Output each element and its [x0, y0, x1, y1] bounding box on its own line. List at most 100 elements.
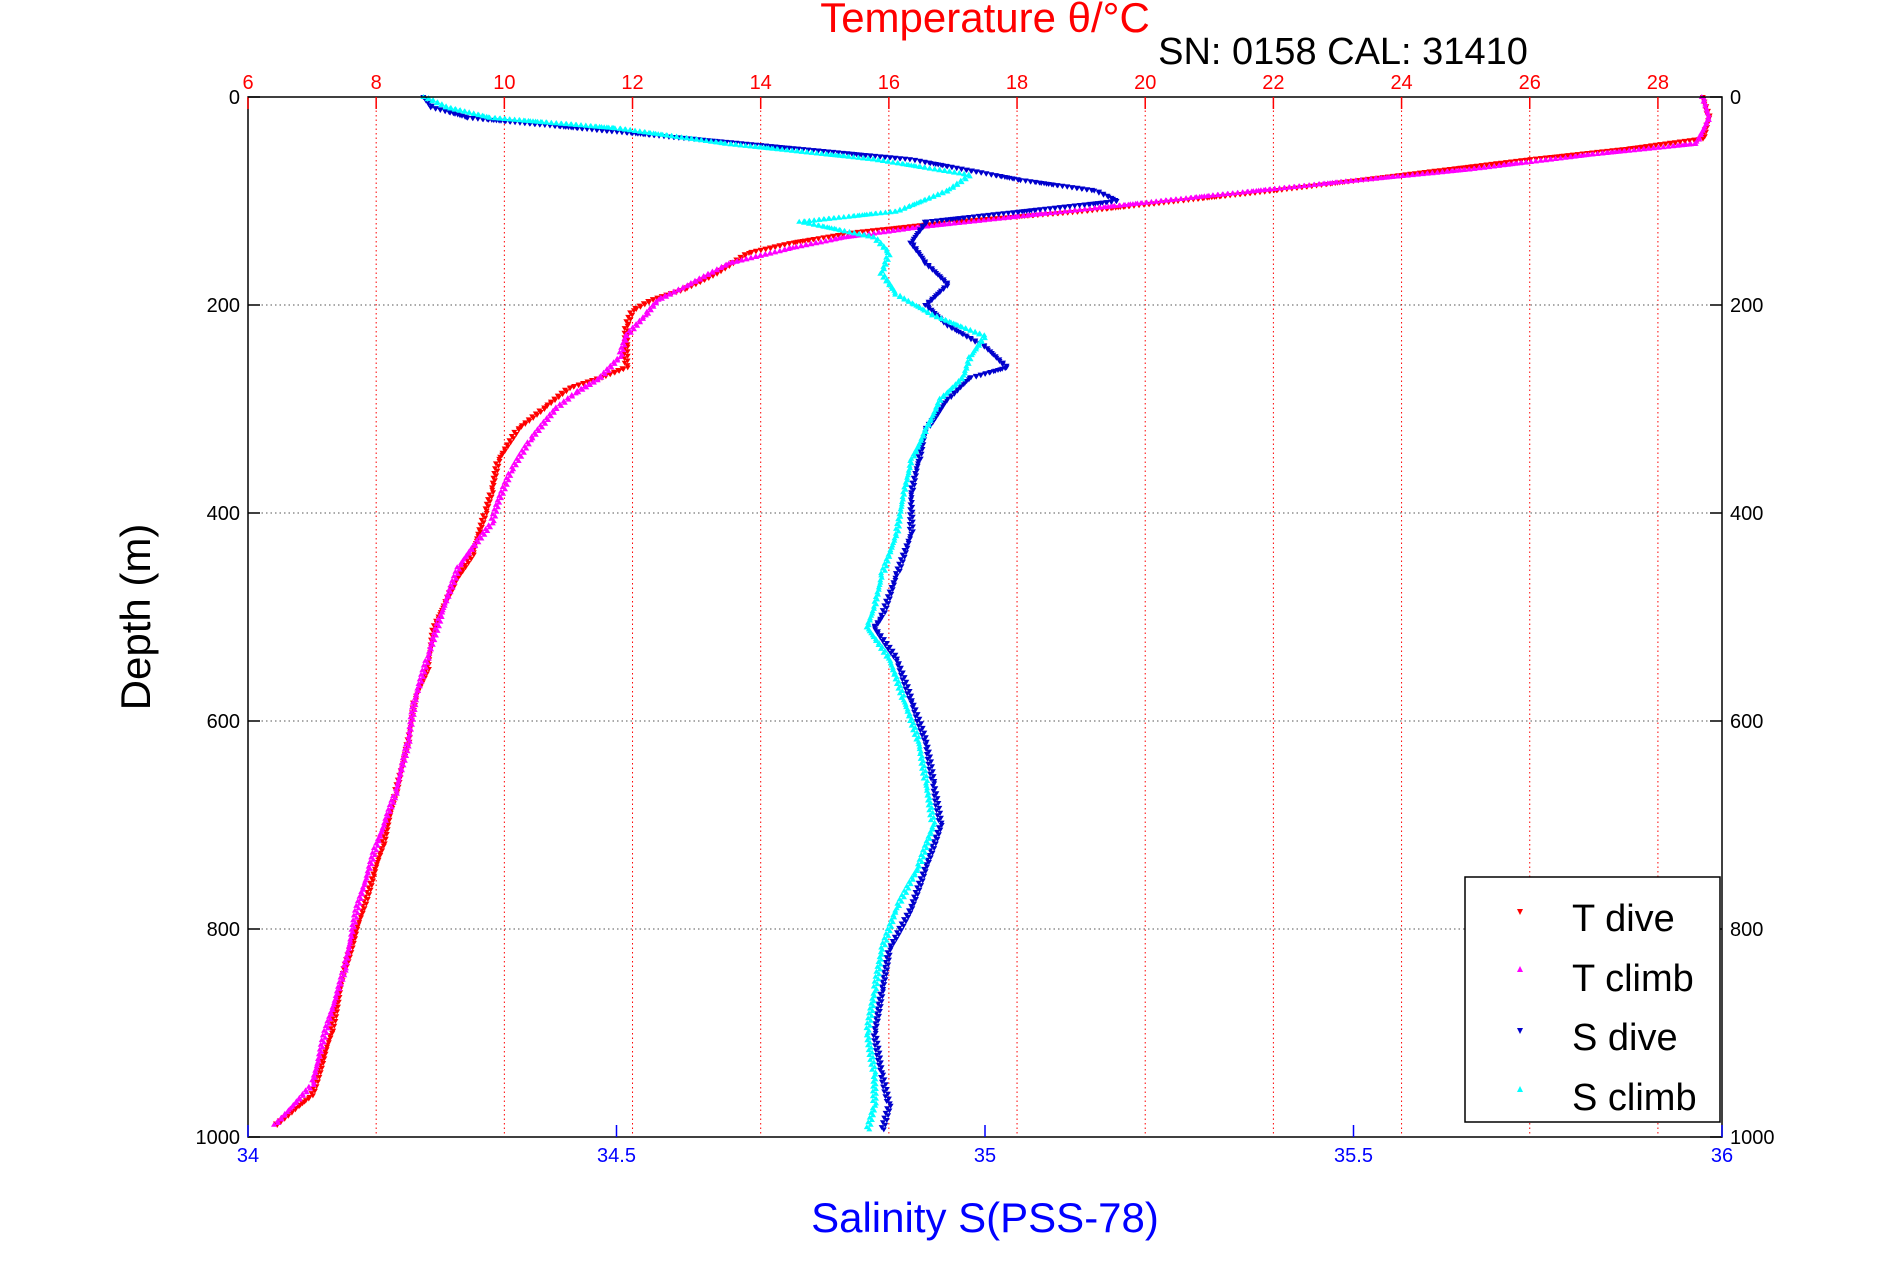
- data-point: [919, 732, 926, 738]
- data-point: [875, 976, 882, 982]
- data-point: [906, 462, 913, 468]
- data-point: [925, 301, 932, 307]
- data-point: [1163, 197, 1170, 203]
- data-point: [583, 384, 590, 390]
- data-point: [508, 468, 515, 474]
- data-point: [873, 1095, 879, 1101]
- data-point: [631, 326, 637, 332]
- data-point: [1669, 143, 1676, 149]
- data-point: [1367, 176, 1374, 182]
- data-point: [336, 986, 343, 992]
- data-point: [819, 149, 826, 155]
- data-point: [539, 119, 546, 125]
- data-point: [905, 203, 912, 209]
- data-point: [869, 1098, 876, 1103]
- data-point: [320, 1061, 327, 1066]
- data-point: [874, 1057, 881, 1063]
- data-point: [485, 504, 492, 510]
- data-point: [896, 668, 903, 674]
- data-point: [742, 253, 749, 259]
- data-point: [331, 1023, 338, 1029]
- data-point: [338, 981, 345, 987]
- data-point: [897, 207, 903, 213]
- data-point: [342, 967, 349, 973]
- data-point: [932, 803, 939, 809]
- data-point: [608, 364, 615, 370]
- data-point: [900, 559, 906, 565]
- data-point: [906, 522, 913, 527]
- data-point: [959, 324, 965, 330]
- data-point: [1404, 172, 1411, 178]
- data-point: [1168, 197, 1175, 203]
- data-point: [758, 252, 765, 258]
- data-point: [1187, 194, 1194, 200]
- data-point: [919, 225, 926, 231]
- data-point: [1557, 155, 1564, 161]
- data-point: [931, 295, 938, 300]
- data-point: [491, 115, 498, 121]
- data-point: [1667, 141, 1674, 147]
- data-point: [937, 827, 944, 833]
- data-point: [1343, 178, 1350, 184]
- data-point: [753, 254, 760, 259]
- data-point: [1567, 154, 1574, 160]
- data-point: [1681, 139, 1688, 145]
- data-point: [921, 307, 928, 313]
- data-point: [374, 842, 381, 848]
- data-point: [1296, 183, 1303, 189]
- data-point: [882, 567, 888, 573]
- data-point: [988, 172, 995, 178]
- data-point: [611, 360, 618, 366]
- data-point: [673, 133, 680, 139]
- data-point: [895, 528, 902, 534]
- data-point: [530, 415, 537, 421]
- data-point: [986, 213, 992, 219]
- data-point: [971, 218, 978, 224]
- data-point: [1698, 130, 1705, 135]
- data-point: [1057, 205, 1064, 211]
- data-point: [772, 249, 779, 255]
- data-point: [1320, 180, 1327, 186]
- data-point: [1439, 169, 1445, 175]
- data-point: [341, 972, 348, 978]
- data-point: [944, 188, 951, 194]
- data-point: [920, 854, 927, 860]
- data-point: [565, 396, 572, 402]
- data-point: [752, 249, 759, 255]
- data-point: [307, 1085, 314, 1091]
- data-point: [435, 616, 441, 622]
- data-point: [922, 164, 929, 170]
- data-point: [876, 241, 883, 247]
- data-point: [366, 892, 373, 898]
- data-point: [892, 291, 899, 297]
- data-point: [408, 704, 415, 710]
- data-point: [925, 802, 932, 808]
- data-point: [406, 738, 413, 744]
- data-point: [1116, 202, 1122, 208]
- data-point: [650, 297, 657, 303]
- data-point: [1286, 184, 1293, 190]
- data-point: [866, 1010, 872, 1016]
- data-point: [922, 261, 928, 267]
- data-point: [332, 993, 339, 998]
- data-point: [910, 727, 917, 733]
- data-point: [824, 149, 831, 155]
- data-point: [552, 398, 558, 404]
- data-point: [867, 1005, 873, 1011]
- data-point: [1178, 196, 1185, 201]
- data-point: [784, 147, 791, 153]
- data-point: [579, 126, 586, 132]
- data-point: [347, 954, 353, 960]
- data-point: [818, 239, 824, 245]
- data-point: [951, 391, 958, 397]
- data-point: [621, 356, 628, 362]
- data-point: [1500, 162, 1507, 168]
- data-point: [961, 171, 968, 177]
- data-point: [1315, 181, 1322, 187]
- data-point: [869, 1049, 876, 1055]
- data-point: [922, 221, 929, 227]
- data-point: [486, 114, 493, 120]
- data-point: [1239, 189, 1246, 195]
- data-point: [397, 769, 403, 775]
